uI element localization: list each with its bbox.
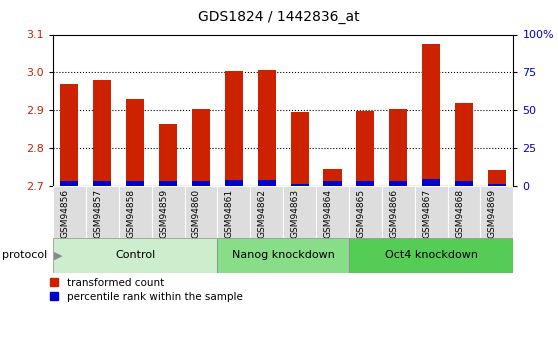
Bar	[448, 186, 480, 238]
Text: Nanog knockdown: Nanog knockdown	[232, 250, 335, 260]
Legend: transformed count, percentile rank within the sample: transformed count, percentile rank withi…	[50, 278, 242, 302]
Bar	[218, 238, 349, 273]
Bar	[251, 186, 283, 238]
Bar	[218, 186, 251, 238]
Bar	[415, 186, 448, 238]
Text: GSM94866: GSM94866	[389, 189, 398, 238]
Bar	[382, 186, 415, 238]
Bar	[60, 84, 79, 186]
Text: GDS1824 / 1442836_at: GDS1824 / 1442836_at	[198, 10, 360, 24]
Text: GSM94857: GSM94857	[93, 189, 102, 238]
Bar	[126, 181, 145, 186]
Bar	[389, 181, 407, 186]
Bar	[159, 181, 177, 186]
Bar	[357, 111, 374, 186]
Bar	[349, 186, 382, 238]
Text: ▶: ▶	[54, 250, 62, 260]
Text: GSM94858: GSM94858	[126, 189, 135, 238]
Bar	[455, 103, 473, 186]
Bar	[192, 181, 210, 186]
Bar	[185, 186, 218, 238]
Bar	[53, 186, 86, 238]
Bar	[422, 179, 440, 186]
Bar	[93, 181, 112, 186]
Text: Control: Control	[115, 250, 155, 260]
Text: GSM94867: GSM94867	[422, 189, 431, 238]
Bar	[159, 124, 177, 186]
Bar	[86, 186, 119, 238]
Bar	[93, 80, 112, 186]
Bar	[324, 169, 341, 186]
Bar	[357, 181, 374, 186]
Bar	[480, 186, 513, 238]
Text: protocol: protocol	[2, 250, 47, 260]
Text: GSM94863: GSM94863	[291, 189, 300, 238]
Bar	[349, 238, 513, 273]
Bar	[316, 186, 349, 238]
Bar	[119, 186, 152, 238]
Text: GSM94859: GSM94859	[159, 189, 168, 238]
Bar	[488, 184, 506, 186]
Bar	[192, 109, 210, 186]
Text: GSM94864: GSM94864	[324, 189, 333, 238]
Bar	[455, 181, 473, 186]
Bar	[422, 44, 440, 186]
Bar	[152, 186, 185, 238]
Text: Oct4 knockdown: Oct4 knockdown	[384, 250, 478, 260]
Bar	[225, 180, 243, 186]
Bar	[60, 181, 79, 186]
Bar	[53, 238, 218, 273]
Text: GSM94868: GSM94868	[455, 189, 464, 238]
Text: GSM94862: GSM94862	[258, 189, 267, 238]
Bar	[258, 180, 276, 186]
Bar	[258, 70, 276, 186]
Bar	[126, 99, 145, 186]
Bar	[291, 184, 309, 186]
Bar	[324, 181, 341, 186]
Text: GSM94869: GSM94869	[488, 189, 497, 238]
Text: GSM94860: GSM94860	[192, 189, 201, 238]
Text: GSM94861: GSM94861	[225, 189, 234, 238]
Bar	[389, 109, 407, 186]
Bar	[283, 186, 316, 238]
Text: GSM94856: GSM94856	[60, 189, 69, 238]
Bar	[488, 170, 506, 186]
Bar	[291, 112, 309, 186]
Text: GSM94865: GSM94865	[357, 189, 365, 238]
Bar	[225, 71, 243, 186]
